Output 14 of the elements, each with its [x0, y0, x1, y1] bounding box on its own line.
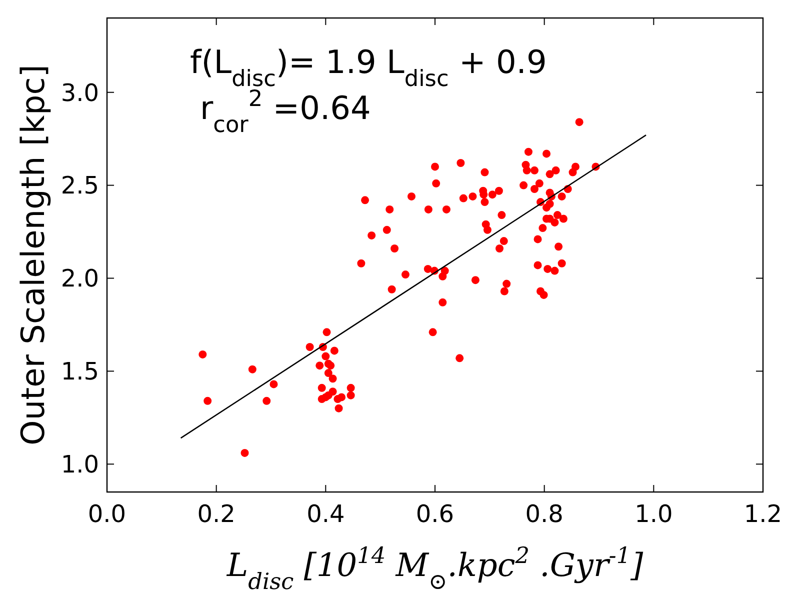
x-tick-label: 0.0 [88, 500, 126, 528]
y-axis-title: Outer Scalelength [kpc] [14, 64, 52, 446]
y-tick-label: 2.0 [60, 264, 99, 293]
x-tick-label: 1.0 [634, 500, 673, 528]
y-tick-label: 3.0 [60, 78, 99, 107]
x-tick-label: 0.6 [416, 500, 454, 528]
y-tick-label: 2.5 [60, 172, 99, 200]
x-tick-label: 1.2 [744, 500, 782, 528]
x-tick-label: 0.4 [306, 500, 345, 528]
y-tick-label: 1.5 [60, 358, 99, 386]
x-tick-label: 0.2 [197, 500, 236, 528]
x-tick-label: 0.8 [525, 500, 564, 528]
text: L$_{disc}$ [10$^{14}$ M$_{⊙}$.kpc$^{2}$ .Gyr$^{-1}$] [226, 543, 644, 595]
y-tick-label: 1.0 [60, 450, 99, 479]
